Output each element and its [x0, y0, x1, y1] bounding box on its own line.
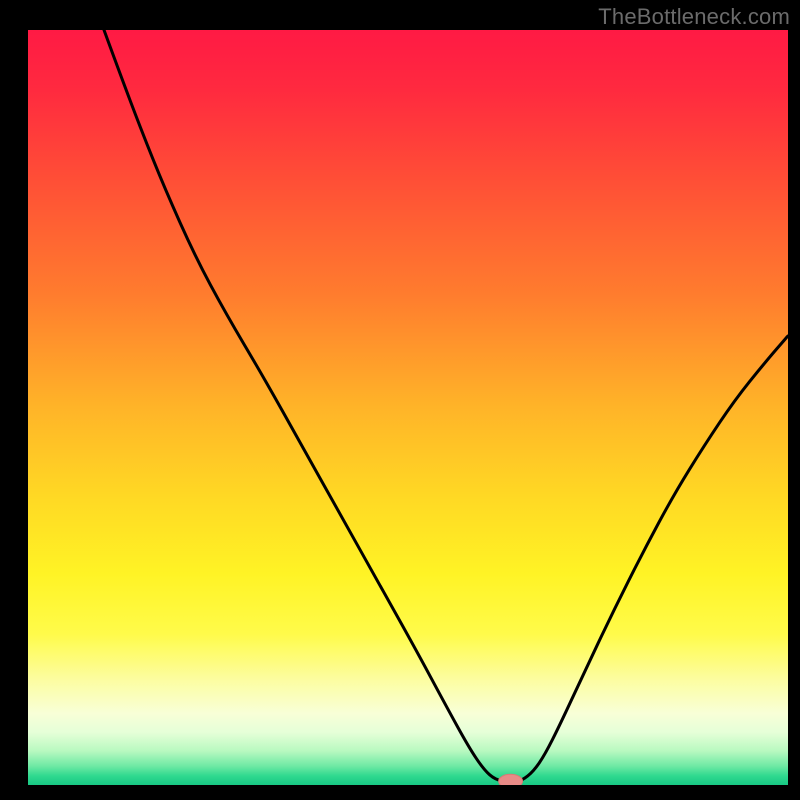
watermark-text: TheBottleneck.com: [598, 4, 790, 30]
gradient-background: [28, 30, 788, 785]
chart-container: TheBottleneck.com: [0, 0, 800, 800]
bottleneck-chart: [0, 0, 800, 800]
